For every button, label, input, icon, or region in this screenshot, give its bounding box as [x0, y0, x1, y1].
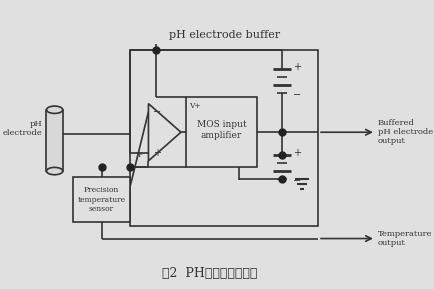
Bar — [46, 110, 62, 171]
Polygon shape — [148, 104, 181, 161]
Text: −: − — [292, 176, 300, 186]
Text: Buffered
pH electrode
output: Buffered pH electrode output — [377, 119, 432, 145]
Text: MOS input
amplifier: MOS input amplifier — [196, 121, 246, 140]
Text: Y-: Y- — [136, 151, 143, 159]
Text: V+: V+ — [189, 102, 201, 110]
Text: Temperature
output: Temperature output — [377, 230, 431, 247]
Bar — [130, 51, 317, 226]
Text: +: + — [292, 62, 300, 72]
Text: −: − — [152, 107, 161, 117]
Bar — [72, 177, 130, 222]
Text: pH
electrode: pH electrode — [2, 120, 42, 137]
Text: −: − — [292, 90, 300, 101]
Ellipse shape — [46, 167, 62, 175]
Text: +: + — [152, 148, 161, 158]
Ellipse shape — [46, 106, 62, 113]
Text: 图2  PH电极缓冲器电路: 图2 PH电极缓冲器电路 — [162, 267, 257, 280]
Text: pH electrode buffer: pH electrode buffer — [168, 30, 279, 40]
Bar — [186, 97, 256, 167]
Text: Precision
temperature
sensor: Precision temperature sensor — [77, 186, 125, 213]
Text: +: + — [292, 148, 300, 158]
